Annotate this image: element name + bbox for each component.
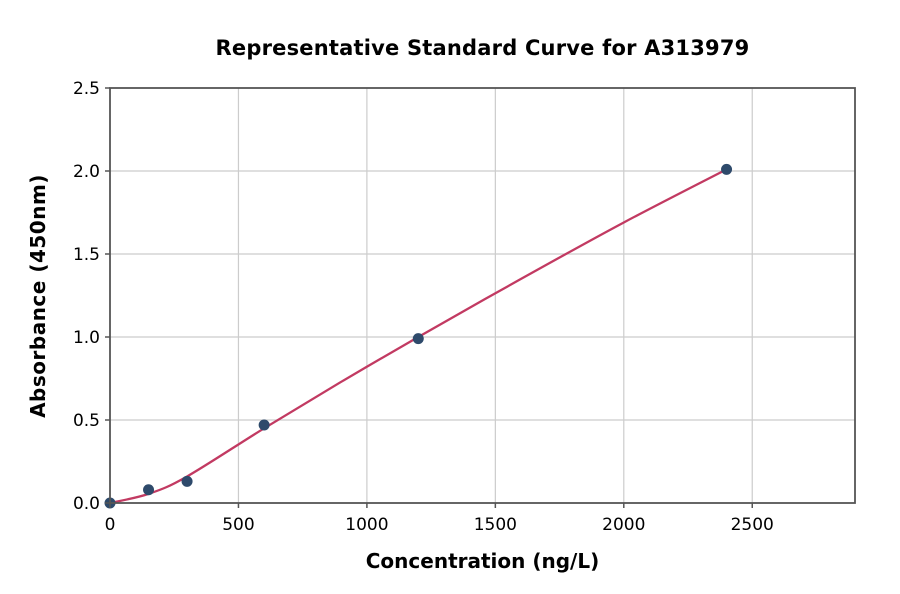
plot-border	[109, 87, 856, 504]
chart-title: Representative Standard Curve for A31397…	[215, 36, 750, 60]
y-tick-label: 0.0	[73, 494, 100, 514]
y-tick-label: 1.5	[73, 245, 100, 265]
x-tick-label: 0	[105, 515, 116, 535]
x-tick-label: 2000	[602, 515, 645, 535]
x-tick-label: 1500	[474, 515, 517, 535]
data-point	[181, 475, 193, 487]
y-tick-label: 0.5	[73, 411, 100, 431]
y-tick-label: 1.0	[73, 328, 100, 348]
x-tick-label: 500	[222, 515, 254, 535]
data-point	[721, 163, 733, 175]
fit-curve-line	[108, 168, 728, 505]
x-tick-label: 2500	[731, 515, 774, 535]
y-tick-label: 2.5	[73, 79, 100, 99]
y-tick-label: 2.0	[73, 162, 100, 182]
data-point	[143, 484, 155, 496]
x-axis-label: Concentration (ng/L)	[365, 549, 600, 573]
data-point	[412, 333, 424, 345]
data-point	[258, 419, 270, 431]
x-tick-label: 1000	[345, 515, 388, 535]
